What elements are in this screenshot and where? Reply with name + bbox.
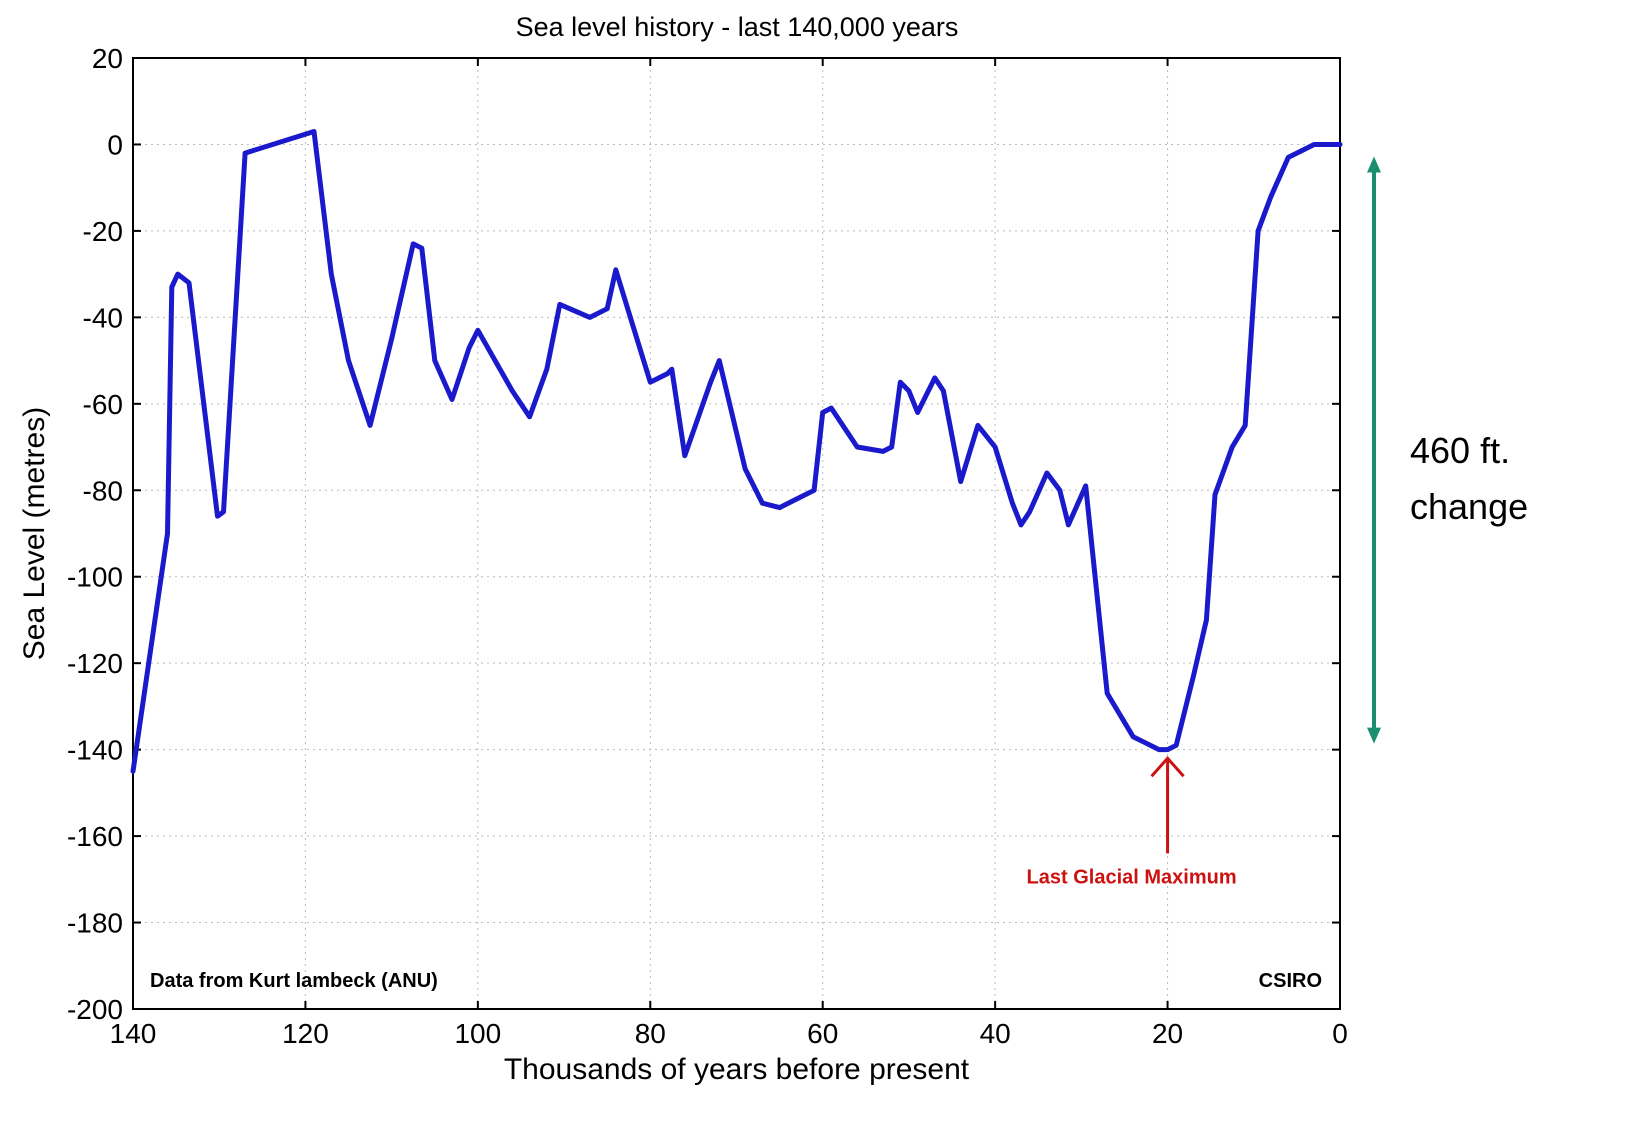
span-double-arrow	[1367, 156, 1381, 744]
y-tick-label: 20	[92, 43, 123, 74]
y-tick-label: -60	[83, 389, 123, 420]
y-tick-label: -200	[67, 994, 123, 1025]
x-tick-label: 120	[282, 1018, 329, 1049]
x-tick-label: 0	[1332, 1018, 1348, 1049]
y-tick-label: -80	[83, 475, 123, 506]
span-arrow-head-bottom	[1367, 727, 1381, 744]
x-axis-label: Thousands of years before present	[504, 1053, 970, 1086]
y-tick-label: -180	[67, 908, 123, 939]
plot-frame	[132, 57, 1341, 1010]
span-label-line-2: change	[1410, 486, 1528, 527]
y-tick-label: -120	[67, 648, 123, 679]
lgm-arrow-head	[1150, 756, 1185, 778]
sea-level-line	[130, 129, 1343, 774]
x-tick-label: 40	[980, 1018, 1011, 1049]
y-tick-label: -160	[67, 821, 123, 852]
lgm-label: Last Glacial Maximum	[1027, 866, 1237, 888]
x-tick-label: 140	[110, 1018, 157, 1049]
y-tick-label: -140	[67, 735, 123, 766]
last-glacial-maximum-annotation: Last Glacial Maximum	[1027, 756, 1237, 888]
y-axis-label: Sea Level (metres)	[18, 407, 51, 660]
span-label-line-1: 460 ft.	[1410, 430, 1510, 471]
span-arrow-head-top	[1367, 156, 1381, 173]
credit-note: CSIRO	[1259, 970, 1322, 992]
chart-title: Sea level history - last 140,000 years	[516, 12, 959, 42]
axis-ticks: 140 120 100 80 60 40 20 0 20 0 -20 -40 -60 -80 -100 -12…	[67, 43, 1348, 1049]
y-tick-label: 0	[107, 129, 123, 160]
x-tick-label: 60	[807, 1018, 838, 1049]
x-tick-label: 80	[635, 1018, 666, 1049]
y-tick-label: -100	[67, 562, 123, 593]
x-tick-label: 100	[454, 1018, 501, 1049]
source-note: Data from Kurt lambeck (ANU)	[150, 970, 438, 992]
x-tick-label: 20	[1152, 1018, 1183, 1049]
y-tick-label: -40	[83, 302, 123, 333]
y-tick-label: -20	[83, 216, 123, 247]
